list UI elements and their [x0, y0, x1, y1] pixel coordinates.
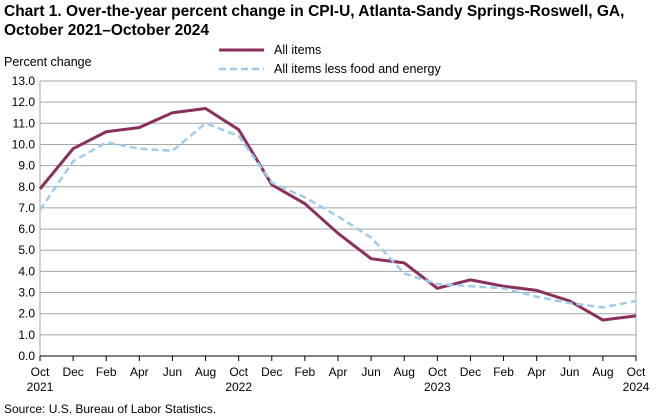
y-tick-label: 0.0	[18, 349, 35, 363]
x-tick-year-label: 2022	[225, 380, 252, 394]
x-tick-label: Dec	[460, 365, 481, 379]
y-tick-label: 1.0	[18, 328, 35, 342]
y-tick-label: 4.0	[18, 264, 35, 278]
series-lines	[38, 107, 637, 322]
x-tick-label: Feb	[493, 365, 514, 379]
x-tick-label: Aug	[195, 365, 216, 379]
x-tick-label: Feb	[295, 365, 316, 379]
x-tick-year-label: 2024	[623, 380, 650, 394]
x-tick-label: Dec	[62, 365, 83, 379]
x-tick-label: Aug	[394, 365, 415, 379]
x-tick-label: Oct	[428, 365, 447, 379]
x-tick-label: Apr	[329, 365, 348, 379]
x-tick-label: Apr	[527, 365, 546, 379]
series-line-0	[38, 107, 637, 322]
legend-label-0: All items	[274, 43, 321, 57]
x-tick-label: Oct	[31, 365, 50, 379]
y-tick-label: 12.0	[12, 95, 36, 109]
plot-border	[39, 80, 637, 357]
y-axis-ticks: 0.0 1.0 2.0 3.0 4.0 5.0 6.0 7.0 8.0 9.0 10.0 11.0 12…	[12, 74, 36, 363]
x-tick-label: Apr	[130, 365, 149, 379]
legend-label-1: All items less food and energy	[274, 62, 442, 76]
x-tick-year-label: 2023	[424, 380, 451, 394]
y-tick-label: 7.0	[18, 201, 35, 215]
chart-title: Chart 1. Over-the-year percent change in…	[4, 3, 625, 39]
x-tick-label: Jun	[560, 365, 579, 379]
x-tick-label: Oct	[229, 365, 248, 379]
x-tick-label: Dec	[261, 365, 282, 379]
y-tick-label: 2.0	[18, 307, 35, 321]
y-tick-label: 13.0	[12, 74, 36, 88]
y-tick-label: 9.0	[18, 159, 35, 173]
source-note: Source: U.S. Bureau of Labor Statistics.	[4, 402, 217, 416]
gridlines	[39, 80, 637, 357]
x-tick-label: Aug	[592, 365, 613, 379]
x-tick-label: Jun	[163, 365, 182, 379]
y-tick-label: 3.0	[18, 286, 35, 300]
series-line-1	[38, 122, 637, 309]
x-tick-label: Oct	[627, 365, 646, 379]
y-tick-label: 10.0	[12, 137, 36, 151]
y-tick-label: 8.0	[18, 180, 35, 194]
y-axis-label: Percent change	[4, 55, 92, 69]
y-tick-label: 5.0	[18, 243, 35, 257]
x-tick-year-label: 2021	[27, 380, 54, 394]
x-tick-label: Feb	[96, 365, 117, 379]
y-tick-label: 11.0	[13, 116, 36, 130]
x-tick-label: Jun	[361, 365, 380, 379]
legend: All items All items less food and energy	[219, 43, 442, 76]
y-tick-label: 6.0	[18, 222, 35, 236]
